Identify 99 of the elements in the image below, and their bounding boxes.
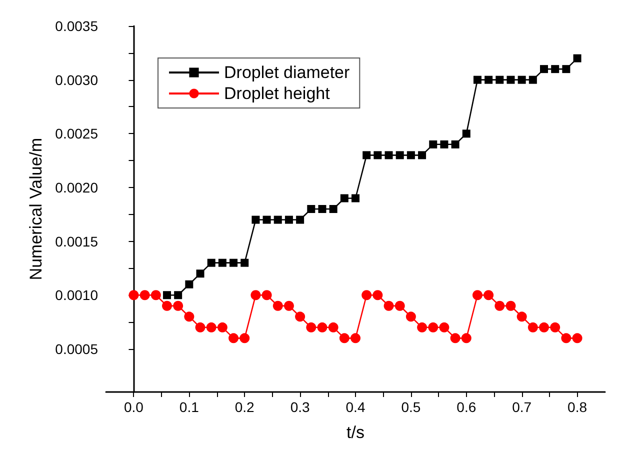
point: [394, 300, 405, 311]
point: [418, 151, 426, 160]
legend-label: Droplet diameter: [224, 63, 350, 82]
point: [206, 322, 216, 332]
point: [472, 290, 482, 300]
point: [451, 140, 460, 148]
point: [396, 151, 404, 160]
point: [318, 205, 326, 213]
point: [184, 312, 194, 322]
point: [562, 65, 570, 74]
point: [350, 333, 360, 344]
x-tick-label: 0.2: [234, 399, 255, 415]
point: [317, 322, 328, 332]
point: [307, 205, 316, 213]
point: [384, 300, 394, 311]
point: [494, 300, 505, 311]
y-tick-label: 0.0010: [55, 287, 98, 304]
point: [506, 300, 516, 311]
point: [196, 270, 204, 278]
point: [250, 290, 261, 300]
point: [140, 290, 150, 300]
point: [352, 194, 360, 202]
point: [195, 322, 206, 332]
point: [384, 151, 393, 160]
point: [440, 140, 448, 148]
point: [230, 258, 238, 267]
x-axis-title: t/s: [346, 423, 364, 442]
point: [484, 290, 494, 300]
point: [228, 333, 239, 344]
point: [328, 322, 338, 332]
point: [516, 312, 527, 322]
legend-label: Droplet height: [224, 84, 330, 103]
point: [272, 300, 283, 311]
point: [362, 151, 371, 160]
point: [439, 322, 450, 332]
point: [185, 280, 194, 288]
point: [162, 300, 172, 311]
point: [128, 290, 139, 300]
point: [162, 291, 171, 300]
y-tick-label: 0.0005: [55, 340, 98, 357]
point: [572, 333, 582, 344]
point: [207, 258, 216, 267]
x-tick-label: 0.6: [456, 399, 476, 415]
y-tick-label: 0.0015: [55, 233, 98, 250]
point: [218, 258, 226, 267]
x-tick-label: 0.5: [401, 399, 421, 415]
y-tick-label: 0.0030: [55, 72, 98, 88]
x-tick-label: 0.1: [179, 399, 200, 415]
x-tick-label: 0.8: [568, 399, 588, 415]
x-tick-label: 0.4: [346, 399, 366, 415]
point: [362, 290, 372, 300]
point: [295, 312, 306, 322]
point: [173, 300, 184, 311]
point: [561, 333, 572, 344]
point: [374, 151, 382, 160]
point: [252, 216, 260, 224]
point: [539, 322, 550, 332]
point: [518, 76, 526, 84]
point: [296, 216, 304, 224]
point: [528, 322, 538, 332]
point: [284, 300, 294, 311]
point: [461, 333, 472, 344]
point: [340, 194, 348, 202]
x-tick-label: 0.7: [512, 399, 532, 415]
point: [450, 333, 460, 344]
point: [540, 65, 548, 74]
point: [429, 140, 438, 148]
point: [484, 76, 493, 84]
point: [339, 333, 350, 344]
point: [262, 290, 272, 300]
point: [506, 76, 515, 84]
point: [496, 76, 504, 84]
point: [329, 205, 338, 213]
point: [417, 322, 428, 332]
point: [174, 291, 182, 300]
point: [372, 290, 383, 300]
point: [240, 333, 250, 344]
point: [573, 54, 582, 62]
point: [306, 322, 316, 332]
y-tick-label: 0.0035: [55, 18, 98, 34]
point: [274, 216, 282, 224]
point: [473, 76, 482, 84]
point: [406, 151, 415, 160]
point: [462, 130, 470, 138]
y-tick-label: 0.0020: [55, 179, 98, 196]
point: [550, 322, 560, 332]
point: [551, 65, 560, 74]
point: [428, 322, 438, 332]
point: [284, 216, 293, 224]
point: [528, 76, 537, 84]
y-tick-label: 0.0025: [55, 126, 98, 142]
point: [150, 290, 161, 300]
point: [240, 258, 249, 267]
point: [406, 312, 416, 322]
point: [217, 322, 228, 332]
point: [262, 216, 271, 224]
x-tick-label: 0.3: [290, 399, 310, 415]
x-tick-label: 0.0: [124, 399, 144, 415]
y-axis-title: Numerical Value/m: [26, 138, 46, 280]
